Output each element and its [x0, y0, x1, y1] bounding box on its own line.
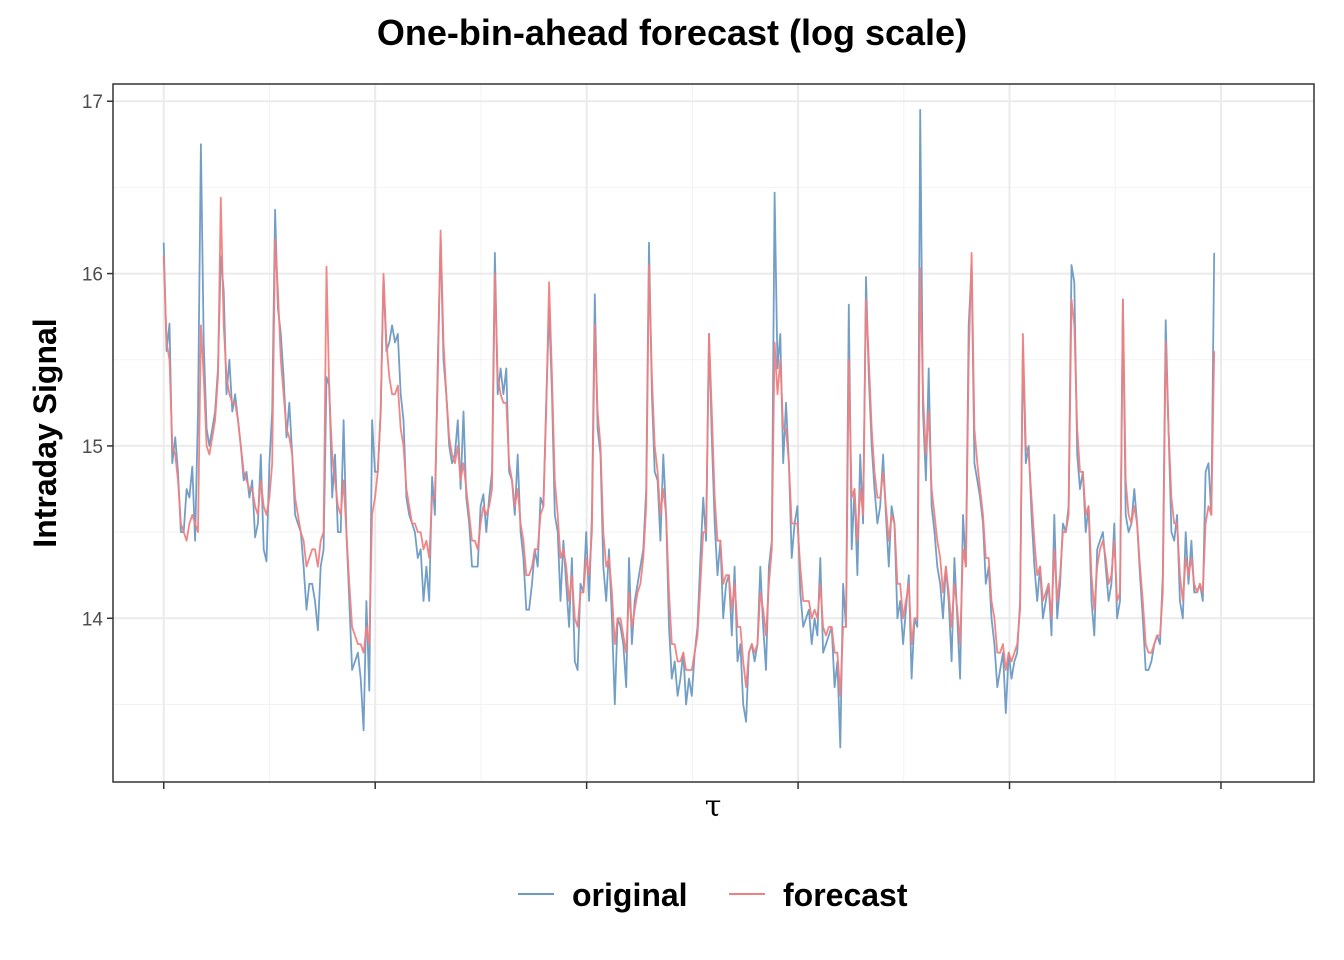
plot-border — [112, 83, 1315, 783]
chart-title: One-bin-ahead forecast (log scale) — [377, 12, 967, 53]
y-tick-label: 17 — [82, 92, 103, 113]
series-line-forecast — [162, 196, 1216, 697]
x-axis-label: τ — [705, 789, 722, 824]
y-tick-label: 14 — [82, 609, 104, 630]
series-line-original — [162, 109, 1216, 749]
legend-label-original: original — [572, 877, 688, 913]
axes: 14 15 16 17 — [82, 92, 1222, 789]
legend-label-forecast: forecast — [783, 877, 908, 913]
grid — [113, 84, 1314, 782]
series-layer — [162, 109, 1216, 749]
y-axis-label: Intraday Signal — [27, 318, 63, 547]
y-tick-label: 16 — [82, 265, 103, 286]
plot-panel — [113, 84, 1314, 782]
legend: original forecast — [518, 877, 908, 913]
y-tick-label: 15 — [82, 437, 103, 458]
